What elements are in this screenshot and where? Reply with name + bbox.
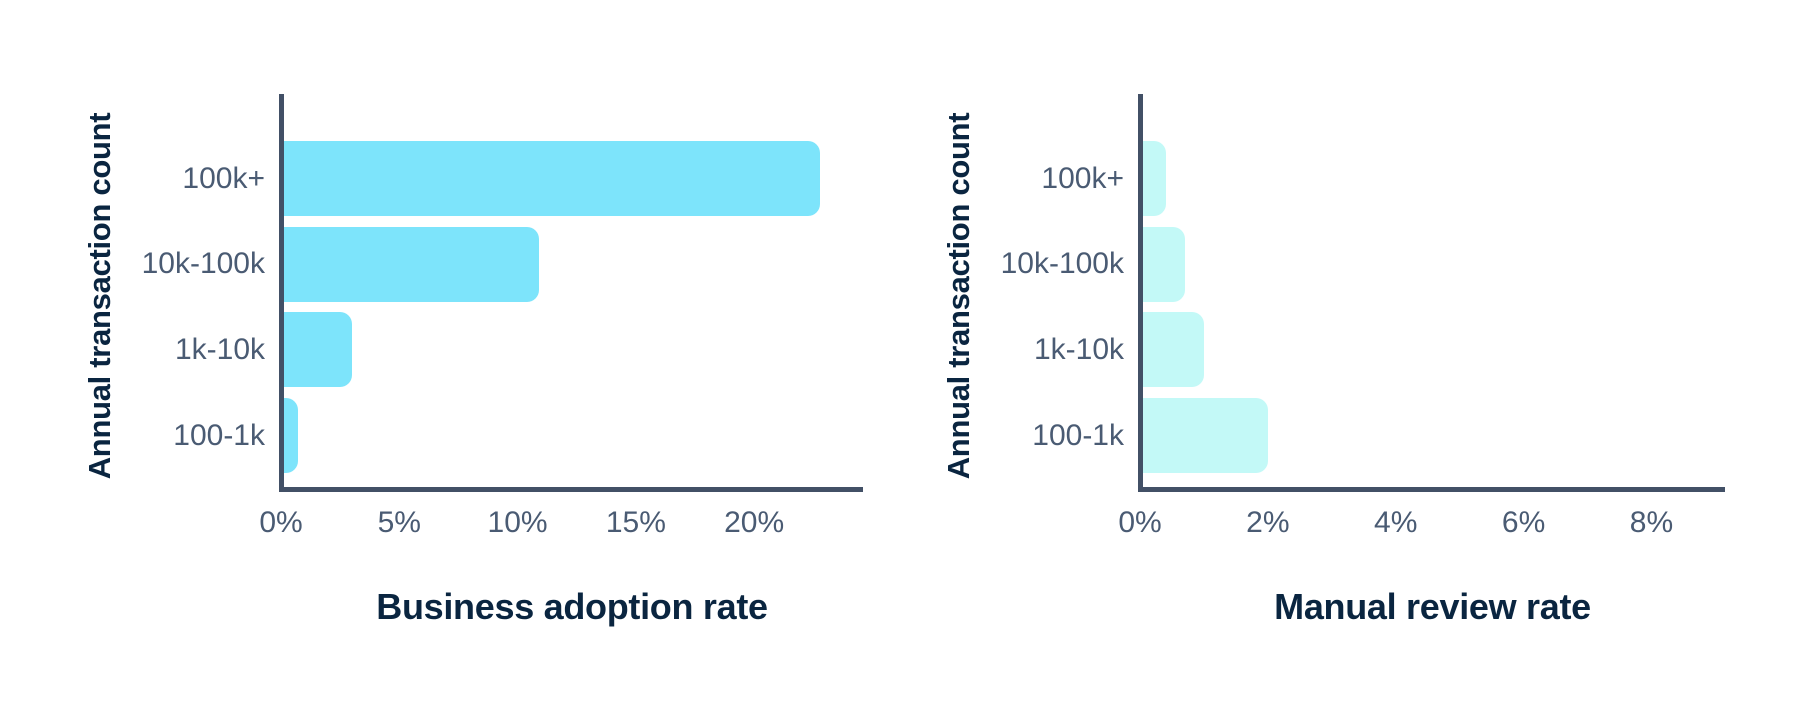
plot-area	[278, 94, 863, 492]
x-tick-label: 4%	[1374, 506, 1418, 539]
x-tick-label: 10%	[487, 506, 548, 539]
y-axis-line	[1137, 94, 1143, 492]
bar-100k+	[1140, 141, 1166, 216]
y-axis-title: Annual transaction count	[941, 112, 976, 480]
x-tick-label: 20%	[724, 506, 785, 539]
y-tick-label: 10k-100k	[1000, 247, 1124, 281]
y-tick-label: 100-1k	[1032, 418, 1124, 452]
x-tick-label: 5%	[377, 506, 421, 539]
bar-100-1k	[1140, 398, 1268, 474]
chart-title: Manual review rate	[1274, 586, 1591, 627]
y-tick-label: 100k+	[182, 161, 265, 195]
y-tick-label: 1k-10k	[174, 332, 265, 366]
x-axis-line	[1137, 486, 1725, 492]
plot-area	[1137, 94, 1725, 492]
bar-10k-100k	[1140, 226, 1185, 302]
x-tick-label: 0%	[259, 506, 303, 539]
y-axis-title: Annual transaction count	[82, 112, 117, 480]
y-tick-label: 10k-100k	[141, 247, 265, 281]
chart-title: Business adoption rate	[376, 586, 768, 627]
y-tick-label: 1k-10k	[1033, 332, 1124, 366]
y-axis-line	[278, 94, 284, 492]
bar-100-1k	[281, 398, 298, 474]
y-tick-label: 100k+	[1041, 161, 1124, 195]
x-tick-label: 8%	[1629, 506, 1674, 539]
bar-100k+	[281, 141, 821, 216]
x-tick-label: 0%	[1118, 506, 1162, 539]
bar-1k-10k	[1140, 312, 1204, 388]
x-tick-label: 6%	[1501, 506, 1546, 539]
x-tick-label: 15%	[605, 506, 666, 539]
x-axis-line	[278, 486, 863, 492]
bar-10k-100k	[281, 226, 539, 302]
bar-1k-10k	[281, 312, 352, 388]
x-tick-label: 2%	[1246, 506, 1290, 539]
y-tick-label: 100-1k	[173, 418, 265, 452]
